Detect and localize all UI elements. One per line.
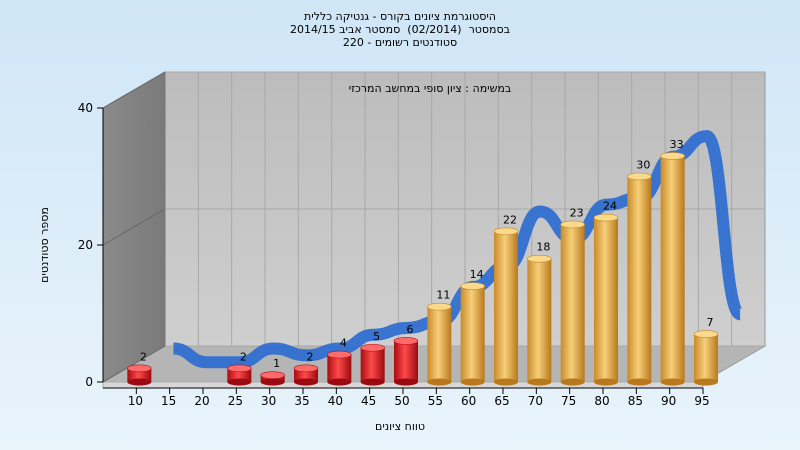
x-tick-label: 20	[194, 394, 209, 408]
y-tick-label: 0	[85, 375, 93, 389]
bar-value-label: 33	[670, 138, 684, 151]
x-tick-label: 45	[361, 394, 376, 408]
x-tick-label: 60	[461, 394, 476, 408]
y-tick-label: 20	[78, 238, 93, 252]
bar-top	[260, 371, 285, 379]
bar-base	[660, 378, 685, 386]
bar-base	[694, 378, 718, 386]
bar-value-label: 4	[340, 337, 347, 350]
bar-top	[127, 364, 152, 373]
bar-top	[227, 364, 252, 373]
x-tick-label: 30	[261, 394, 276, 408]
bar-value-label: 23	[570, 206, 584, 219]
bar	[494, 231, 518, 382]
bar-base	[394, 378, 418, 386]
bar-value-label: 18	[536, 241, 550, 254]
bar-base	[494, 378, 518, 386]
bar-base	[294, 378, 318, 386]
x-tick-label: 90	[661, 394, 676, 408]
bar-top	[327, 350, 352, 359]
bar-value-label: 30	[636, 159, 650, 172]
bar	[327, 354, 352, 382]
title-line-3: סטודנטים רשומים - 220	[342, 36, 458, 49]
x-axis-label: טווח ציונים	[375, 420, 425, 433]
bar-top	[360, 343, 385, 352]
chart-title-block: היסטוגרמת ציונים בקורס - גנטיקה כללית בס…	[0, 10, 800, 49]
title-line-1: היסטוגרמת ציונים בקורס - גנטיקה כללית	[304, 10, 496, 23]
y-axis-label: מספר סטודנטים	[38, 207, 51, 283]
bar-base	[227, 378, 252, 386]
bar-base	[260, 378, 285, 386]
x-tick-label: 75	[561, 394, 576, 408]
x-tick-label: 80	[594, 394, 609, 408]
bar-top	[393, 337, 419, 345]
bar	[460, 286, 485, 382]
bar-top	[693, 330, 719, 338]
x-tick-label: 40	[328, 394, 343, 408]
bar-base	[560, 378, 585, 386]
bar	[360, 347, 385, 382]
bar	[227, 368, 252, 382]
chart-subtitle: במשימה : ציון סופי במחשב המרכזי	[349, 82, 512, 95]
bar-value-label: 1	[273, 357, 280, 370]
x-tick-label: 95	[694, 394, 709, 408]
bar-value-label: 6	[407, 323, 414, 336]
title-line-2: בסמסטר (02/2014) סמסטר אביב 2014/15	[289, 23, 511, 36]
bar	[627, 176, 652, 382]
x-tick-label: 35	[294, 394, 309, 408]
bar-top	[560, 220, 585, 229]
grid-line-side	[102, 345, 166, 383]
bar-value-label: 5	[373, 330, 380, 343]
bar	[427, 306, 452, 382]
bar-base	[427, 378, 452, 386]
x-tick-label: 65	[494, 394, 509, 408]
bar	[694, 334, 718, 382]
bar-value-label: 11	[436, 289, 450, 302]
bar-top	[460, 282, 485, 290]
bar-top	[527, 254, 552, 263]
bar-top	[293, 364, 319, 373]
bar-top	[593, 213, 619, 222]
bar	[394, 340, 418, 382]
bar	[560, 224, 585, 382]
bar-value-label: 2	[240, 350, 247, 363]
bar-base	[127, 378, 152, 386]
bar-base	[360, 378, 385, 386]
bar-base	[594, 378, 618, 386]
y-tick-label: 40	[78, 101, 93, 115]
bar-base	[327, 378, 352, 386]
bar	[660, 155, 685, 382]
x-tick-label: 15	[161, 394, 176, 408]
x-tick-label: 85	[628, 394, 643, 408]
bar-base	[527, 378, 552, 386]
bar-top	[627, 172, 652, 181]
bar	[527, 258, 552, 382]
bar-value-label: 24	[603, 200, 617, 213]
grid-line-side	[102, 71, 166, 109]
x-tick-label: 55	[428, 394, 443, 408]
bar	[294, 368, 318, 382]
x-tick-label: 70	[528, 394, 543, 408]
bar-top	[660, 152, 685, 160]
x-tick-label: 25	[228, 394, 243, 408]
bar-top	[493, 227, 519, 236]
bar-value-label: 2	[307, 350, 314, 363]
bar-base	[460, 378, 485, 386]
bar-base	[627, 378, 652, 386]
bar-top	[427, 302, 452, 311]
x-tick-label: 10	[128, 394, 143, 408]
bar	[127, 368, 152, 382]
grid-line-side	[102, 208, 166, 246]
bar-value-label: 14	[470, 268, 484, 281]
bar-value-label: 7	[707, 316, 714, 329]
bar	[594, 217, 618, 382]
x-tick-label: 50	[394, 394, 409, 408]
bar-value-label: 22	[503, 213, 517, 226]
bar-value-label: 2	[140, 350, 147, 363]
